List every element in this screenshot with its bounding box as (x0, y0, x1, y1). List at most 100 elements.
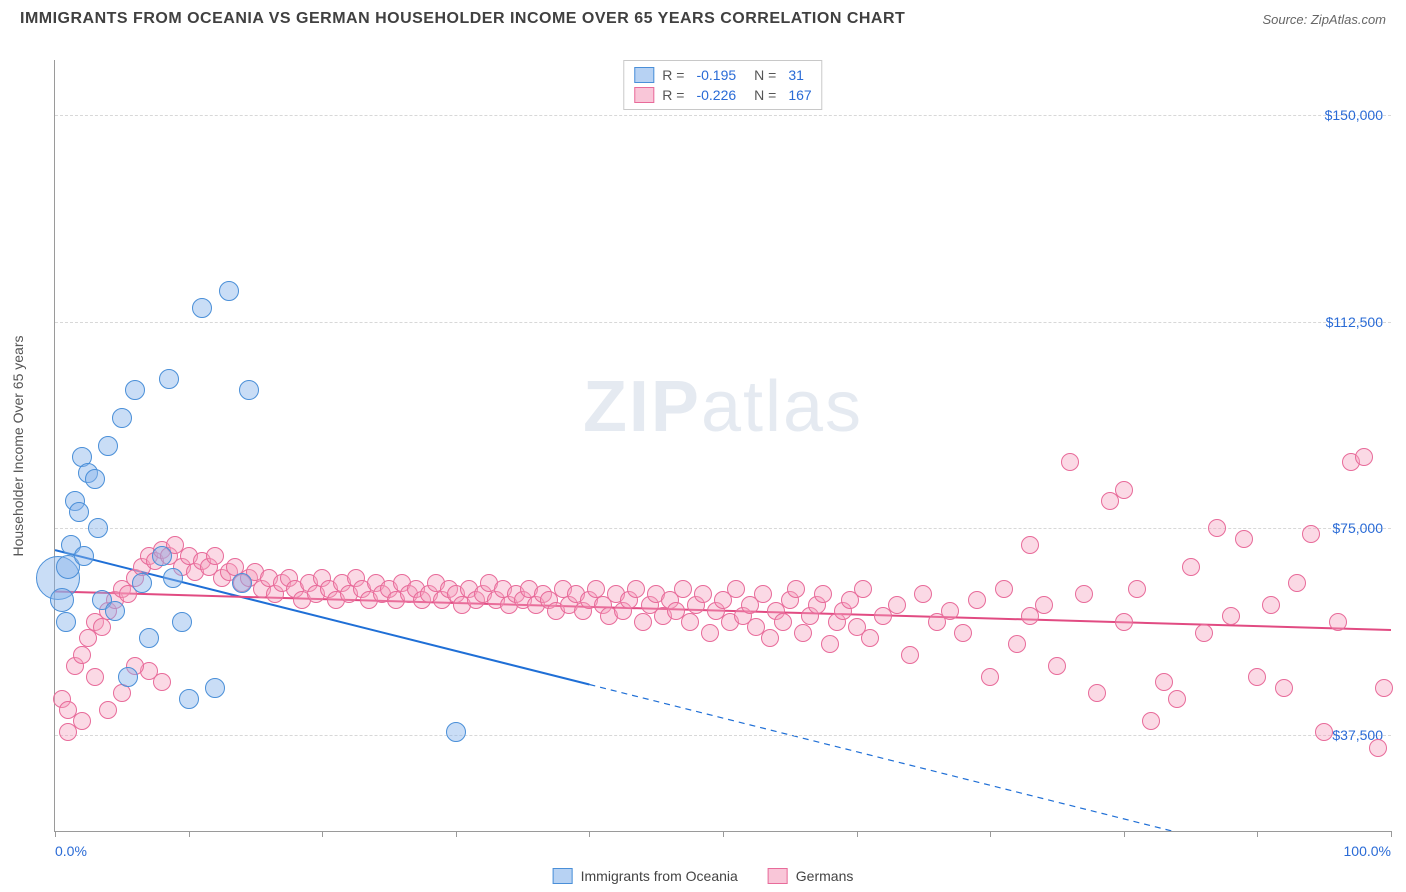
point-germans (1115, 613, 1133, 631)
n-value-oceania: 31 (788, 67, 804, 83)
gridline (55, 528, 1391, 529)
point-germans (99, 701, 117, 719)
point-germans (1035, 596, 1053, 614)
point-oceania (239, 380, 259, 400)
point-oceania (139, 628, 159, 648)
legend-series: Immigrants from Oceania Germans (553, 868, 854, 884)
point-oceania (205, 678, 225, 698)
point-germans (774, 613, 792, 631)
point-germans (1315, 723, 1333, 741)
point-germans (914, 585, 932, 603)
point-germans (674, 580, 692, 598)
point-germans (1008, 635, 1026, 653)
point-oceania (172, 612, 192, 632)
point-oceania (74, 546, 94, 566)
xtick-label: 100.0% (1344, 843, 1391, 859)
xtick (456, 831, 457, 837)
source-label: Source: ZipAtlas.com (1262, 12, 1386, 27)
point-germans (86, 668, 104, 686)
xtick (1257, 831, 1258, 837)
point-germans (1302, 525, 1320, 543)
gridline (55, 115, 1391, 116)
legend-swatch-germans (768, 868, 788, 884)
point-germans (1142, 712, 1160, 730)
point-oceania (232, 573, 252, 593)
point-germans (93, 618, 111, 636)
legend-label-germans: Germans (796, 868, 854, 884)
point-oceania (179, 689, 199, 709)
point-germans (814, 585, 832, 603)
xtick (322, 831, 323, 837)
point-germans (1375, 679, 1393, 697)
point-germans (587, 580, 605, 598)
point-germans (206, 547, 224, 565)
point-germans (754, 585, 772, 603)
point-germans (1182, 558, 1200, 576)
point-germans (1248, 668, 1266, 686)
watermark: ZIPatlas (583, 366, 863, 448)
chart-area: R = -0.195 N = 31 R = -0.226 N = 167 ZIP… (54, 60, 1391, 832)
point-oceania (192, 298, 212, 318)
trendlines (55, 60, 1391, 831)
xtick (1124, 831, 1125, 837)
point-germans (1075, 585, 1093, 603)
point-germans (888, 596, 906, 614)
point-germans (1115, 481, 1133, 499)
point-oceania (219, 281, 239, 301)
legend-label-oceania: Immigrants from Oceania (581, 868, 738, 884)
point-germans (681, 613, 699, 631)
point-germans (1235, 530, 1253, 548)
point-oceania (125, 380, 145, 400)
point-germans (694, 585, 712, 603)
xtick (189, 831, 190, 837)
legend-correlation: R = -0.195 N = 31 R = -0.226 N = 167 (623, 60, 822, 110)
ytick-label: $112,500 (1326, 314, 1383, 330)
point-germans (821, 635, 839, 653)
xtick (1391, 831, 1392, 837)
point-germans (1355, 448, 1373, 466)
xtick-label: 0.0% (55, 843, 87, 859)
point-germans (1222, 607, 1240, 625)
point-germans (1288, 574, 1306, 592)
point-germans (701, 624, 719, 642)
gridline (55, 322, 1391, 323)
r-value-germans: -0.226 (696, 87, 736, 103)
n-value-germans: 167 (788, 87, 811, 103)
legend-swatch-germans (634, 87, 654, 103)
point-germans (1168, 690, 1186, 708)
point-germans (761, 629, 779, 647)
point-germans (153, 673, 171, 691)
point-oceania (88, 518, 108, 538)
point-germans (627, 580, 645, 598)
ytick-label: $150,000 (1325, 107, 1383, 123)
point-germans (1128, 580, 1146, 598)
r-label: R = (662, 67, 684, 83)
point-germans (968, 591, 986, 609)
r-label: R = (662, 87, 684, 103)
ytick-label: $75,000 (1332, 520, 1383, 536)
point-germans (794, 624, 812, 642)
point-oceania (163, 568, 183, 588)
point-germans (861, 629, 879, 647)
point-germans (995, 580, 1013, 598)
point-germans (954, 624, 972, 642)
xtick (723, 831, 724, 837)
point-germans (113, 684, 131, 702)
legend-swatch-oceania (634, 67, 654, 83)
point-germans (941, 602, 959, 620)
point-oceania (132, 573, 152, 593)
xtick (589, 831, 590, 837)
point-germans (634, 613, 652, 631)
gridline (55, 735, 1391, 736)
r-value-oceania: -0.195 (696, 67, 736, 83)
point-germans (59, 701, 77, 719)
xtick (857, 831, 858, 837)
point-oceania (69, 502, 89, 522)
point-germans (1275, 679, 1293, 697)
point-germans (73, 646, 91, 664)
point-germans (787, 580, 805, 598)
xtick (55, 831, 56, 837)
point-oceania (446, 722, 466, 742)
point-oceania (159, 369, 179, 389)
point-oceania (50, 588, 74, 612)
